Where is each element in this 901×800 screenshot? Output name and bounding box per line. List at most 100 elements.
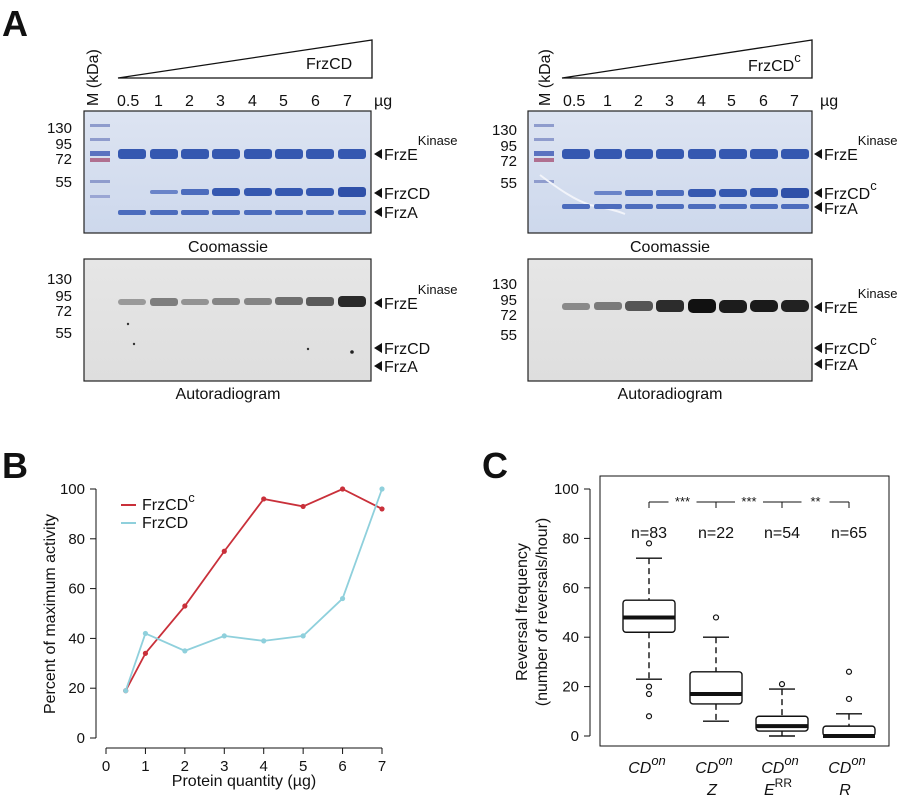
mw-marker: 72 [55,151,72,168]
lane-label: 5 [727,93,736,110]
x-tick-label: 7 [378,758,386,775]
mw-marker: 55 [55,174,72,191]
y-tick-label: 20 [562,679,579,696]
band-label-frze: FrzEKinase [824,133,898,164]
lane-label: 6 [759,93,768,110]
lane-label: 4 [248,93,257,110]
band-labels-coomassie: FrzEKinase FrzCDc FrzA [814,133,898,218]
mw-marker: 130 [492,122,517,139]
n-label: n=54 [764,525,800,542]
arrow-icon [374,343,382,353]
data-point [261,638,267,644]
data-point [339,486,346,492]
reversal-boxplot: Reversal frequency (number of reversals/… [514,475,890,799]
group-label: CDon [761,753,799,777]
band-label-frze: FrzEKinase [824,286,898,317]
lane-label: 5 [279,93,288,110]
mw-marker: 130 [47,271,72,288]
significance-label: ** [810,494,820,509]
band-label-frza: FrzA [384,205,418,222]
y-tick-label: 100 [554,481,579,498]
mw-marker: 95 [55,136,72,153]
arrow-icon [374,298,382,308]
x-tick-label: 6 [338,758,346,775]
box [755,715,809,732]
marker-kda-label: M (kDa) [537,49,554,106]
marker-kda-label: M (kDa) [85,49,102,106]
x-tick-label: 2 [181,758,189,775]
data-point [300,633,306,639]
coomassie-bands [118,149,366,215]
box-group: n=22 CDon Z [689,525,743,799]
coomassie-caption: Coomassie [188,239,268,256]
significance-label: *** [741,494,756,509]
mw-marker: 55 [55,325,72,342]
band-label-frzcd: FrzCD [384,341,430,358]
significance-bracket: *** [648,494,717,509]
n-label: n=22 [698,525,734,542]
lane-label: 2 [185,93,194,110]
data-point [379,486,385,492]
n-label: n=65 [831,525,867,542]
outlier-point [712,614,720,621]
n-label: n=83 [631,525,667,542]
significance-label: *** [675,494,690,509]
autoradiogram-image [83,258,372,382]
x-tick-label: 1 [141,758,149,775]
arrow-icon [374,149,382,159]
mw-markers-autoradiogram: 130 95 72 55 [47,271,72,342]
data-point [142,650,149,656]
box-group: n=83 CDon [622,525,676,777]
series-line-frzcd [124,488,383,691]
series-line-frzcdc [124,488,383,692]
data-point [182,603,188,609]
mw-marker: 130 [47,120,72,137]
lane-labels: 0.5 1 2 3 4 5 6 7 µg [563,93,838,110]
legend-label-frzcdc: FrzCDc [142,490,195,514]
activity-line-chart: Percent of maximum activity Protein quan… [42,481,386,790]
mw-marker: 72 [500,153,517,170]
arrow-icon [814,343,822,353]
panel-letter-c: C [482,445,508,486]
data-point [142,630,149,637]
arrow-icon [374,188,382,198]
band-label-frza: FrzA [824,357,858,374]
data-point [339,595,346,602]
panel-letter-a: A [2,3,28,44]
y-tick-label: 80 [68,531,85,548]
data-point [182,648,188,654]
y-tick-label: 0 [571,728,579,745]
coomassie-marker-lane [90,124,110,198]
x-tick-label: 3 [220,758,228,775]
outlier-point [778,681,786,688]
lane-labels: 0.5 1 2 3 4 5 6 7 µg [117,93,392,110]
data-point [221,633,227,639]
group-label: CDon [828,753,866,777]
wedge-protein-label: FrzCD [306,56,352,73]
arrow-icon [814,188,822,198]
data-point [261,496,267,502]
data-point [300,503,306,510]
y-tick-label: 40 [68,630,85,647]
coomassie-bands [562,149,809,209]
autoradiogram-caption: Autoradiogram [176,386,281,403]
data-point [123,688,129,694]
y-axis-title-line2: (number of reversals/hour) [534,518,551,707]
lane-label: 7 [343,93,352,110]
coomassie-gel-image [527,110,813,234]
group-sublabel: ERR [764,776,792,799]
x-axis-title: Protein quantity (µg) [172,773,316,790]
mw-marker: 55 [500,327,517,344]
mw-marker: 95 [500,292,517,309]
band-labels-autoradiogram: FrzEKinase FrzCD FrzA [374,282,458,376]
mw-marker: 95 [55,288,72,305]
arrow-icon [814,202,822,212]
arrow-icon [374,361,382,371]
y-tick-label: 60 [68,581,85,598]
box [689,671,743,705]
group-sublabel: Z [706,782,718,799]
y-tick-label: 40 [562,629,579,646]
arrow-icon [374,207,382,217]
gel-right: FrzCDc M (kDa) 0.5 1 2 3 4 5 6 7 µg [492,39,898,403]
